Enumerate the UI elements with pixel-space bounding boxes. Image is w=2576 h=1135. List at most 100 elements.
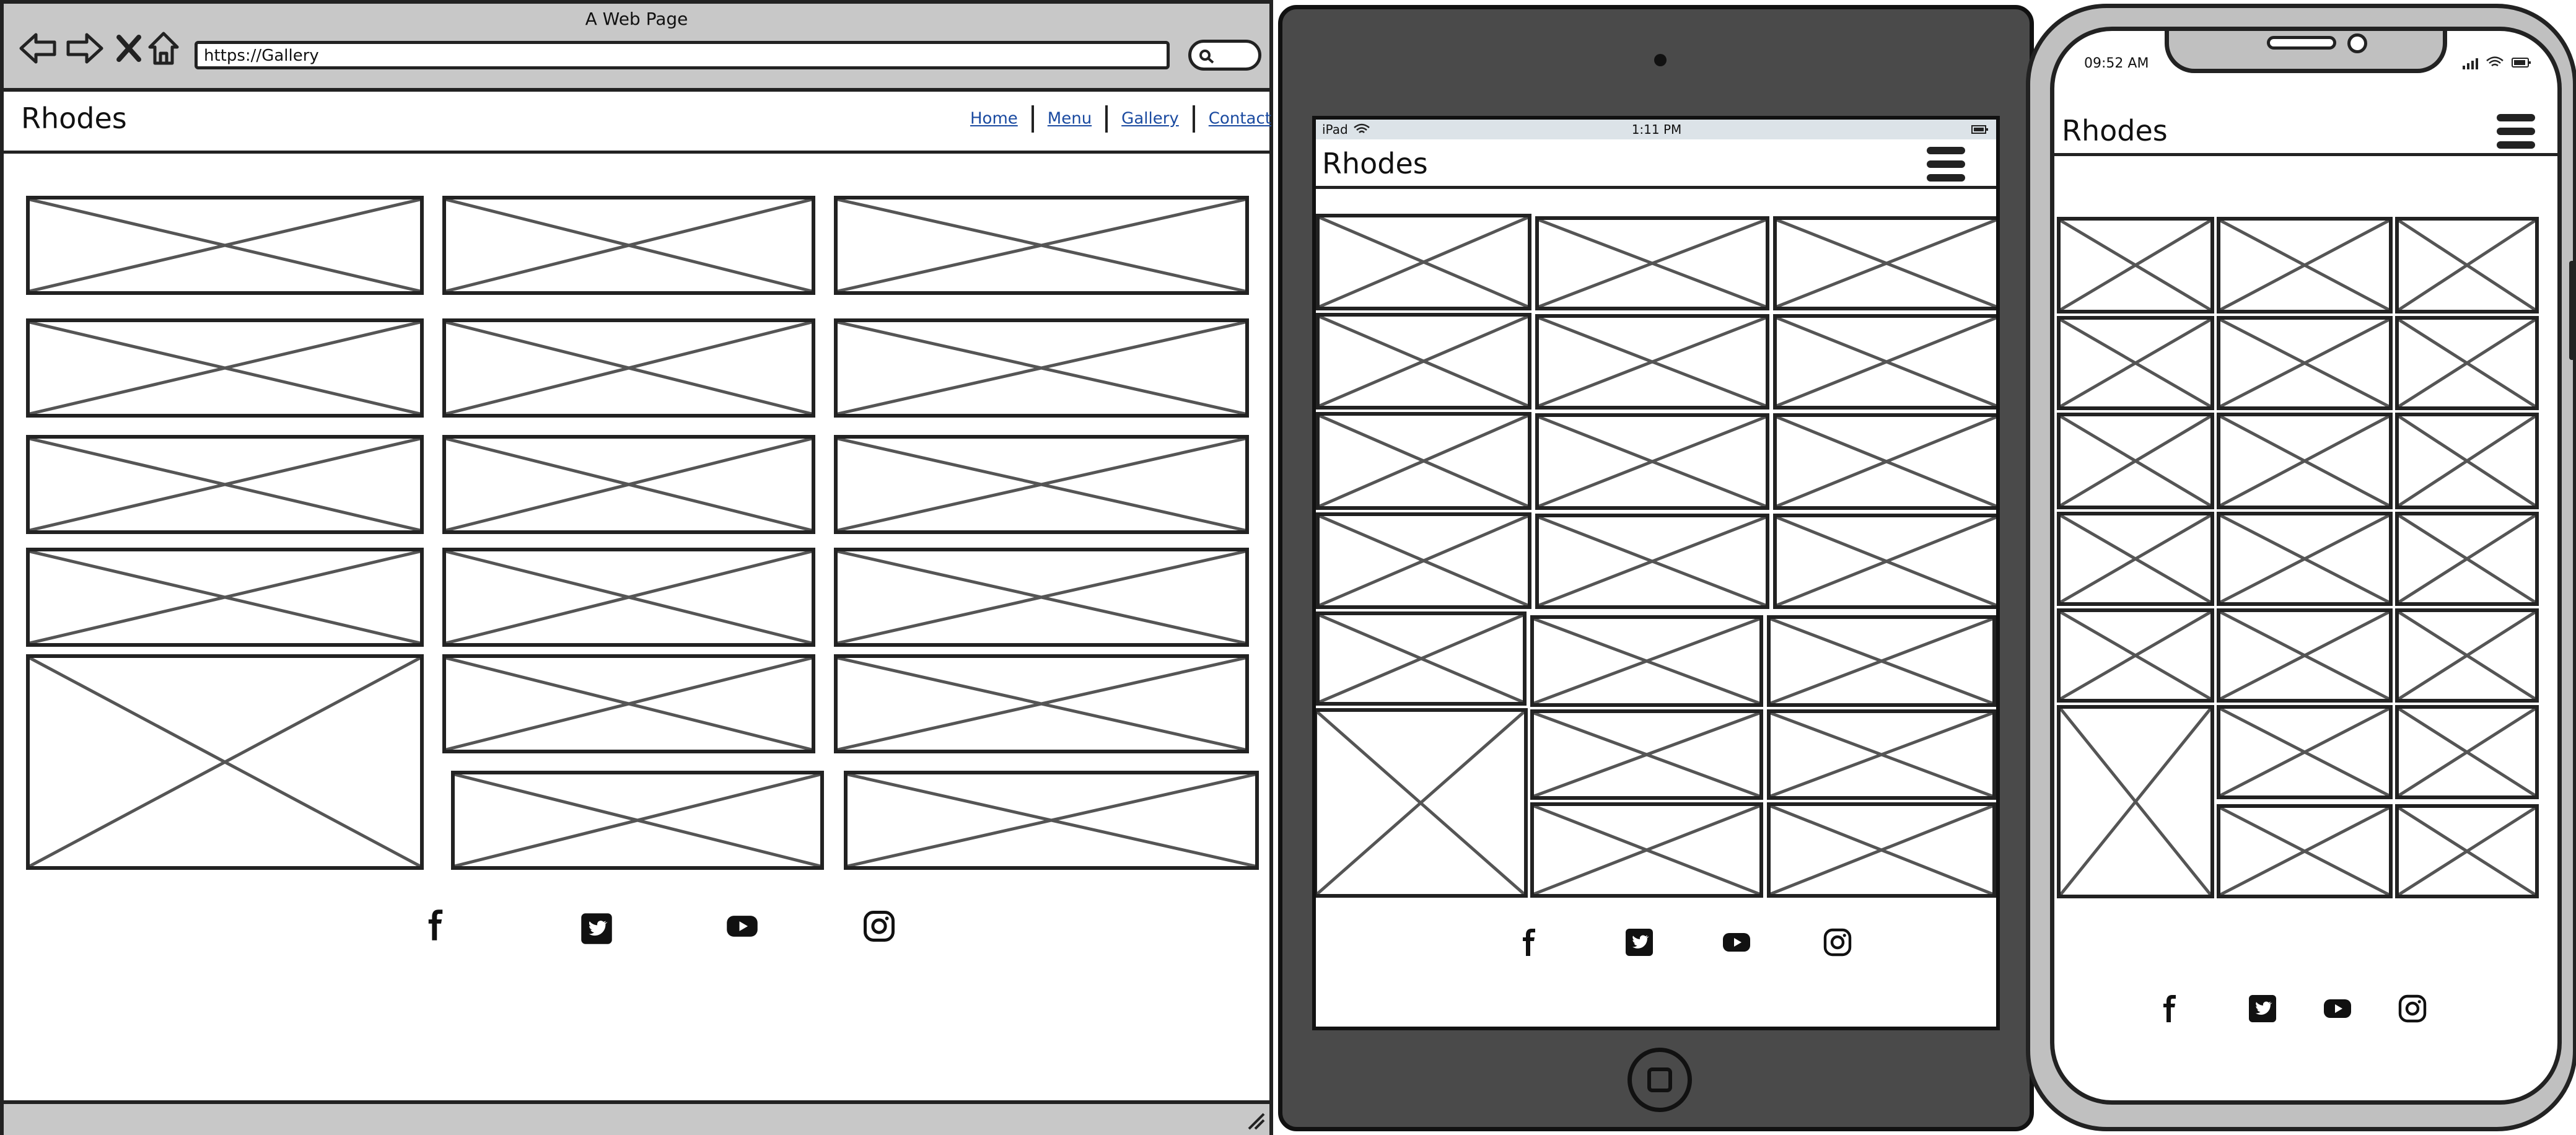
- facebook-icon[interactable]: [2155, 994, 2184, 1023]
- gallery-image[interactable]: [1773, 413, 1996, 510]
- gallery-image[interactable]: [442, 196, 815, 295]
- gallery-image[interactable]: [451, 771, 824, 870]
- gallery-image[interactable]: [1535, 216, 1769, 310]
- gallery-image[interactable]: [1530, 802, 1763, 898]
- gallery-image[interactable]: [1535, 314, 1769, 410]
- gallery-image[interactable]: [2217, 413, 2393, 509]
- gallery-image[interactable]: [1773, 314, 1996, 410]
- signal-icon: [2463, 58, 2478, 69]
- hamburger-menu-icon[interactable]: [2497, 112, 2536, 151]
- gallery-image[interactable]: [442, 548, 815, 647]
- phone-front-camera: [2347, 33, 2367, 53]
- gallery-image[interactable]: [2395, 316, 2539, 410]
- wifi-icon: [1354, 123, 1370, 133]
- gallery-image[interactable]: [2395, 804, 2539, 898]
- gallery-image[interactable]: [26, 435, 424, 534]
- battery-icon: [2512, 58, 2531, 68]
- gallery-image[interactable]: [442, 654, 815, 753]
- gallery-image[interactable]: [2217, 512, 2393, 606]
- gallery-image[interactable]: [1773, 514, 1996, 609]
- gallery-image[interactable]: [2217, 608, 2393, 703]
- gallery-image[interactable]: [1767, 709, 1996, 800]
- youtube-icon[interactable]: [1721, 927, 1752, 957]
- forward-icon[interactable]: [64, 31, 104, 66]
- facebook-icon[interactable]: [419, 908, 452, 942]
- gallery-image[interactable]: [1767, 615, 1996, 707]
- battery-icon: [1971, 125, 1988, 134]
- gallery-image[interactable]: [2395, 413, 2539, 509]
- twitter-icon[interactable]: [580, 912, 613, 945]
- gallery-image[interactable]: [2217, 705, 2393, 799]
- instagram-icon[interactable]: [2398, 994, 2427, 1023]
- stop-icon[interactable]: [115, 33, 142, 63]
- home-icon[interactable]: [147, 31, 180, 66]
- gallery-image[interactable]: [834, 435, 1249, 534]
- instagram-icon[interactable]: [862, 909, 896, 943]
- window-title: A Web Page: [585, 9, 688, 29]
- gallery-image[interactable]: [2057, 512, 2214, 606]
- gallery-image[interactable]: [2395, 512, 2539, 606]
- instagram-icon[interactable]: [1823, 927, 1852, 957]
- gallery-image[interactable]: [2395, 705, 2539, 799]
- gallery-image[interactable]: [2395, 217, 2539, 313]
- youtube-icon[interactable]: [2322, 994, 2353, 1023]
- wifi-icon: [2486, 56, 2504, 67]
- youtube-icon[interactable]: [725, 909, 760, 943]
- gallery-image-large[interactable]: [26, 654, 424, 870]
- gallery-image[interactable]: [2057, 608, 2214, 703]
- gallery-image[interactable]: [1530, 615, 1763, 707]
- gallery-image[interactable]: [2395, 608, 2539, 703]
- tablet-status-bar: iPad 1:11 PM: [1316, 120, 1996, 139]
- nav-gallery-link[interactable]: Gallery: [1121, 109, 1179, 128]
- resize-grip-icon[interactable]: [1245, 1110, 1266, 1131]
- gallery-image[interactable]: [834, 654, 1249, 753]
- gallery-image-large[interactable]: [2057, 705, 2214, 898]
- back-icon[interactable]: [19, 31, 58, 66]
- nav-divider: [1192, 105, 1195, 133]
- gallery-image[interactable]: [26, 196, 424, 295]
- nav-menu-link[interactable]: Menu: [1047, 109, 1092, 128]
- phone-screen: 09:52 AM Rhodes: [2050, 27, 2562, 1105]
- tablet-screen: iPad 1:11 PM Rhodes: [1312, 116, 2000, 1030]
- gallery-image[interactable]: [2057, 217, 2214, 313]
- gallery-image-large[interactable]: [1316, 708, 1528, 898]
- gallery-image[interactable]: [834, 318, 1249, 418]
- main-nav: Home Menu Gallery Contact: [970, 105, 1271, 133]
- gallery-image[interactable]: [442, 318, 815, 418]
- gallery-image[interactable]: [1316, 512, 1531, 609]
- gallery-image[interactable]: [26, 548, 424, 647]
- gallery-image[interactable]: [26, 318, 424, 418]
- gallery-image[interactable]: [2057, 413, 2214, 509]
- gallery-image[interactable]: [2217, 804, 2393, 898]
- gallery-image[interactable]: [1530, 709, 1763, 800]
- phone-speaker: [2267, 36, 2336, 50]
- twitter-icon[interactable]: [2248, 994, 2277, 1023]
- gallery-image[interactable]: [1773, 216, 1996, 310]
- gallery-image[interactable]: [1316, 412, 1531, 510]
- url-bar[interactable]: https://Gallery: [195, 41, 1170, 69]
- tablet-home-button[interactable]: [1628, 1048, 1692, 1112]
- gallery-image[interactable]: [2057, 316, 2214, 410]
- gallery-image[interactable]: [2217, 217, 2393, 313]
- gallery-image[interactable]: [834, 196, 1249, 295]
- twitter-icon[interactable]: [1624, 927, 1654, 957]
- gallery-image[interactable]: [1535, 413, 1769, 510]
- gallery-image[interactable]: [1316, 214, 1531, 310]
- nav-home-link[interactable]: Home: [970, 109, 1018, 128]
- gallery-image[interactable]: [442, 435, 815, 534]
- gallery-image[interactable]: [844, 771, 1259, 870]
- nav-contact-link[interactable]: Contact: [1208, 109, 1271, 128]
- gallery-image[interactable]: [1316, 611, 1527, 706]
- phone-side-button[interactable]: [2569, 261, 2576, 360]
- url-text: https://Gallery: [204, 46, 319, 65]
- hamburger-menu-icon[interactable]: [1927, 144, 1966, 184]
- site-title: Rhodes: [1322, 147, 1428, 180]
- gallery-image[interactable]: [1316, 313, 1531, 410]
- gallery-image[interactable]: [1535, 514, 1769, 609]
- gallery-image[interactable]: [2217, 316, 2393, 410]
- facebook-icon[interactable]: [1514, 927, 1544, 957]
- gallery-image[interactable]: [1767, 802, 1996, 898]
- gallery-image[interactable]: [834, 548, 1249, 647]
- search-field[interactable]: [1188, 40, 1261, 71]
- browser-window: A Web Page https://Gallery Rhodes Home Me…: [0, 0, 1273, 1135]
